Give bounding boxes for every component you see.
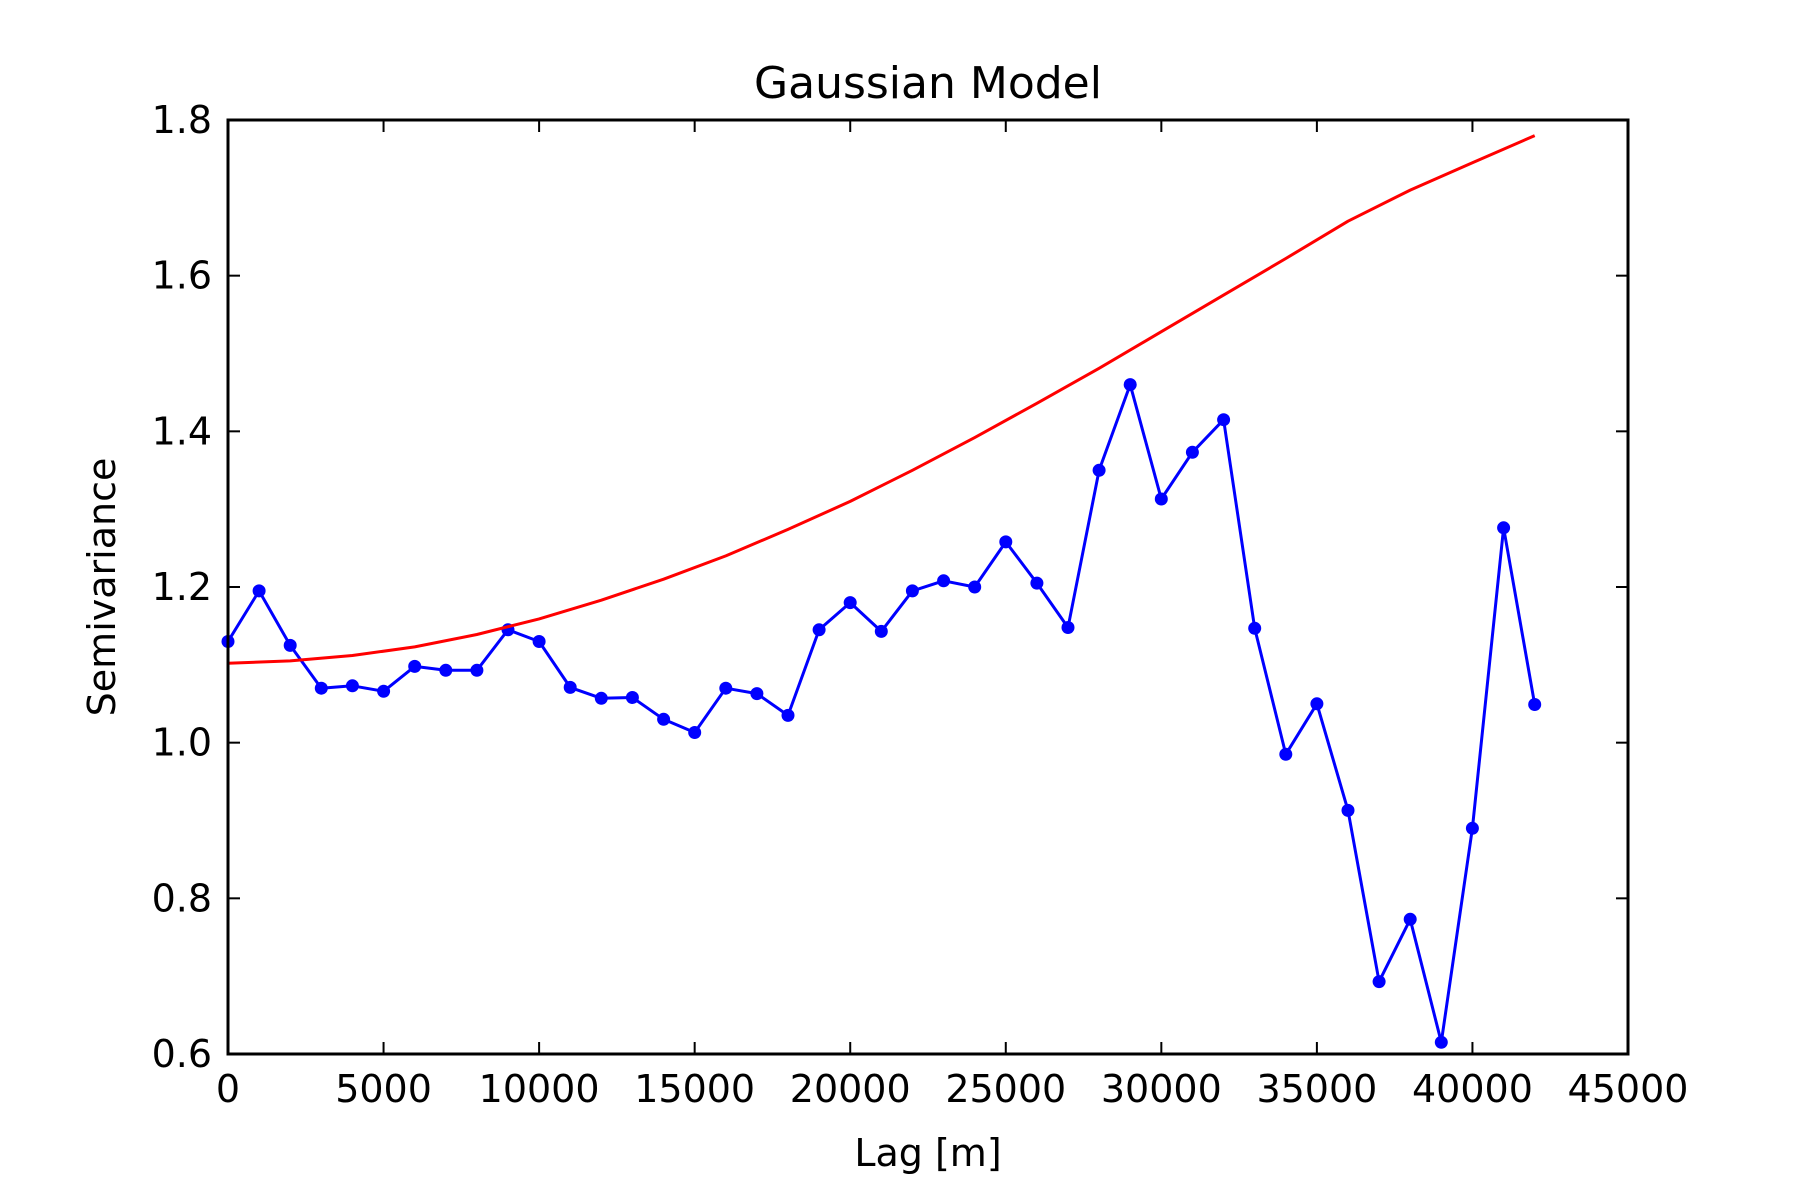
series-1-point — [594, 691, 608, 705]
series-1-point — [1434, 1035, 1448, 1049]
x-tick-label: 20000 — [790, 1067, 911, 1111]
series-1-point — [625, 691, 639, 704]
series-1-point — [1154, 492, 1168, 506]
x-axis-label: Lag [m] — [854, 1131, 1001, 1175]
series-1-point — [345, 679, 359, 693]
series-1-point — [470, 663, 484, 677]
axis-ticks: 0 5000 10000 15000 20000 25000 30000 35000 40000… — [152, 98, 1689, 1111]
y-tick-label: 1.4 — [152, 409, 212, 453]
series-1-point — [563, 680, 577, 694]
series-1-point — [1465, 821, 1479, 835]
series-1-point — [1061, 621, 1075, 634]
series-1-point — [1528, 698, 1542, 711]
y-tick-label: 1.0 — [152, 721, 212, 765]
series-1-point — [750, 687, 764, 701]
series-1-point — [532, 635, 546, 648]
series-1-point — [874, 624, 888, 638]
series-1-point — [252, 584, 266, 598]
series-1-point — [283, 638, 297, 652]
y-tick-label: 0.6 — [152, 1032, 212, 1076]
y-tick-label: 1.6 — [152, 254, 212, 298]
x-tick-label: 40000 — [1412, 1067, 1533, 1111]
plot-frame — [226, 118, 1630, 1056]
series-1-point — [1030, 576, 1044, 590]
x-tick-label: 35000 — [1256, 1067, 1377, 1111]
x-tick-label: 30000 — [1101, 1067, 1222, 1111]
series-1-point — [1341, 803, 1355, 817]
x-tick-label: 10000 — [479, 1067, 600, 1111]
series-1-point — [812, 623, 826, 637]
y-tick-label: 0.8 — [152, 876, 212, 920]
series-1-point — [439, 663, 453, 677]
series-1-point — [999, 535, 1013, 549]
series-1-point — [688, 726, 702, 739]
series-1-point — [968, 580, 982, 594]
series-1-point — [719, 681, 733, 695]
series-1-point — [1185, 445, 1199, 459]
series-1-point — [1092, 463, 1106, 477]
x-tick-label: 0 — [216, 1067, 240, 1111]
series-1-line — [226, 383, 1537, 1044]
series-1-point — [781, 708, 795, 722]
series-1-point — [1310, 697, 1324, 711]
series-1-point — [1123, 378, 1137, 392]
series-1-point — [937, 574, 951, 588]
series-1-point — [657, 712, 671, 726]
x-tick-label: 25000 — [945, 1067, 1066, 1111]
x-tick-label: 5000 — [335, 1067, 432, 1111]
series-1-point — [1217, 413, 1231, 427]
plot-area — [221, 134, 1542, 1049]
series-1-point — [843, 596, 857, 610]
series-1-point — [1248, 621, 1262, 635]
x-tick-label: 15000 — [634, 1067, 755, 1111]
series-1-point — [314, 681, 328, 695]
y-tick-label: 1.8 — [152, 98, 212, 142]
series-1-point — [905, 584, 919, 598]
series-1-point — [408, 659, 422, 673]
x-tick-label: 45000 — [1568, 1067, 1689, 1111]
series-1-point — [1497, 521, 1511, 535]
series-1-point — [377, 684, 391, 698]
chart-title: Gaussian Model — [754, 58, 1102, 109]
y-axis-label: Semivariance — [80, 458, 124, 717]
series-1-point — [1372, 975, 1386, 989]
y-tick-label: 1.2 — [152, 565, 212, 609]
series-2-line — [227, 134, 1536, 665]
series-1-point — [1279, 747, 1293, 761]
series-1-point — [1403, 912, 1417, 926]
